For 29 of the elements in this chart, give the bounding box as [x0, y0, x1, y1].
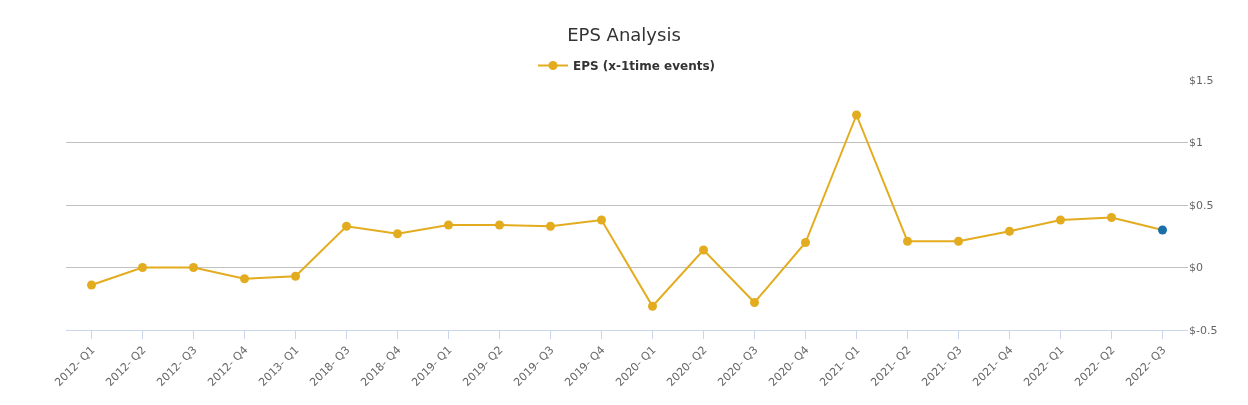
- point: [138, 263, 147, 272]
- point: [903, 236, 912, 246]
- point: [189, 263, 198, 272]
- point: [597, 215, 606, 225]
- y-tick-label: $-0.5: [1189, 323, 1218, 337]
- point: [801, 238, 810, 247]
- y-tick-label: $1.5: [1189, 73, 1214, 87]
- point: [1107, 213, 1116, 222]
- point: [444, 220, 453, 230]
- point: [954, 236, 963, 246]
- point: [393, 229, 402, 239]
- point: [852, 110, 861, 120]
- point: [648, 301, 657, 311]
- point: [495, 220, 504, 230]
- point: [291, 271, 300, 281]
- point: [342, 221, 351, 231]
- point: [240, 274, 249, 284]
- point: [546, 221, 555, 231]
- point: [1158, 225, 1167, 235]
- legend-label: EPS (x-1time events): [573, 59, 716, 74]
- point: [1056, 215, 1065, 225]
- chart-title: EPS Analysis: [567, 23, 681, 45]
- point: [87, 280, 96, 290]
- y-tick-label: $0: [1189, 261, 1203, 275]
- y-tick-label: $1: [1189, 136, 1203, 150]
- y-tick-label: $0.5: [1189, 198, 1214, 212]
- point: [699, 245, 708, 255]
- point: [750, 298, 759, 307]
- point: [1005, 226, 1014, 236]
